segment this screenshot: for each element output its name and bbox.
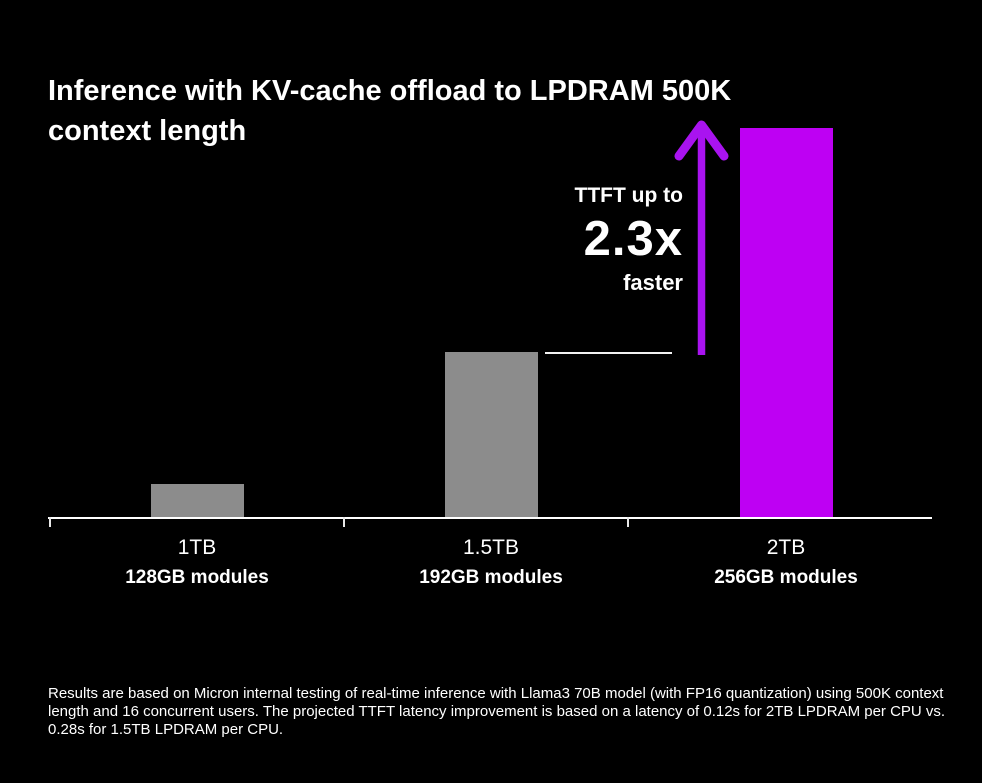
- x-label-2tb: 2TB: [766, 536, 806, 559]
- ttft-annotation: TTFT up to 2.3x faster: [380, 182, 683, 297]
- x-sublabel-192gb: 192GB modules: [419, 567, 563, 588]
- axis-tick-3: [627, 517, 629, 527]
- reference-line: [545, 352, 672, 354]
- chart-title-line-2: context length: [48, 115, 247, 148]
- chart-title-line-1: Inference with KV-cache offload to LPDRA…: [48, 75, 732, 108]
- bar-1.5tb: [445, 352, 538, 517]
- chart-title: Inference with KV-cache offload to LPDRA…: [48, 71, 928, 151]
- annotation-value: 2.3x: [583, 212, 683, 266]
- footnote-line-3: 0.28s for 1.5TB LPDRAM per CPU.: [48, 721, 284, 738]
- axis-tick-2: [343, 517, 345, 527]
- axis-tick-1: [49, 517, 51, 527]
- bar-1tb: [151, 484, 244, 517]
- x-label-1tb: 1TB: [177, 536, 217, 559]
- x-sublabel-256gb: 256GB modules: [714, 567, 858, 588]
- footnote-line-1: Results are based on Micron internal tes…: [48, 685, 944, 702]
- footnote: Results are based on Micron internal tes…: [48, 685, 953, 739]
- up-arrow-icon: [674, 120, 729, 355]
- footnote-line-2: length and 16 concurrent users. The proj…: [48, 703, 946, 720]
- annotation-suffix: faster: [623, 270, 683, 295]
- x-label-1-5tb: 1.5TB: [462, 536, 520, 559]
- x-axis: [48, 517, 932, 519]
- bar-2tb: [739, 128, 833, 517]
- x-sublabel-128gb: 128GB modules: [125, 567, 269, 588]
- annotation-prefix: TTFT up to: [574, 184, 683, 207]
